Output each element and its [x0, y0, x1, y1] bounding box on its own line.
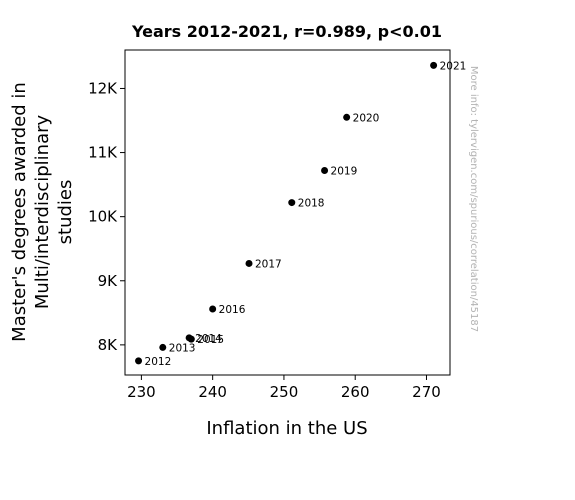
- plot-frame: [124, 49, 451, 376]
- data-point-label: 2015: [197, 334, 224, 346]
- data-point: [135, 357, 143, 365]
- y-tick-label: 12K: [88, 79, 118, 97]
- data-point: [321, 167, 329, 175]
- chart-title: Years 2012-2021, r=0.989, p<0.01: [131, 22, 442, 41]
- x-tick-label: 230: [127, 383, 156, 401]
- y-tick-label: 11K: [88, 144, 118, 162]
- x-axis-ticks: 230 240 250 260 270: [127, 375, 441, 401]
- data-point-label: 2014: [195, 333, 222, 345]
- data-point-label: 2021: [440, 60, 467, 72]
- data-point-label: 2018: [298, 198, 325, 210]
- y-axis-label-line-2: Multi/interdisciplinary: [32, 115, 53, 310]
- data-point: [159, 343, 167, 351]
- data-point-label: 2017: [255, 258, 282, 270]
- data-point-label: 2013: [169, 342, 196, 354]
- x-tick-label: 250: [270, 383, 299, 401]
- data-point: [288, 199, 296, 207]
- y-tick-label: 8K: [98, 336, 119, 354]
- data-point-label: 2012: [145, 356, 172, 368]
- watermark-text: More info: tylervigen.com/spurious/corre…: [468, 66, 479, 332]
- data-point-label: 2019: [331, 166, 358, 178]
- x-tick-label: 270: [412, 383, 441, 401]
- y-tick-label: 10K: [88, 208, 118, 226]
- y-axis-label-line-1: Master's degrees awarded in: [9, 82, 30, 342]
- watermark: More info: tylervigen.com/spurious/corre…: [468, 66, 479, 332]
- data-point: [430, 61, 438, 69]
- data-point: [209, 305, 217, 313]
- x-tick-label: 240: [198, 383, 227, 401]
- y-tick-label: 9K: [98, 272, 119, 290]
- data-point: [245, 259, 253, 267]
- y-axis-label-line-3: studies: [55, 180, 76, 245]
- data-point: [343, 113, 351, 121]
- x-tick-label: 260: [341, 383, 370, 401]
- y-axis-ticks: 8K 9K 10K 11K 12K: [88, 79, 125, 354]
- data-point-label: 2020: [353, 112, 380, 124]
- data-point: [187, 335, 195, 343]
- plot-area: [124, 49, 451, 376]
- y-axis-label: Master's degrees awarded in Multi/interd…: [9, 82, 76, 342]
- x-axis-label: Inflation in the US: [206, 418, 367, 439]
- data-point-label: 2016: [219, 304, 246, 316]
